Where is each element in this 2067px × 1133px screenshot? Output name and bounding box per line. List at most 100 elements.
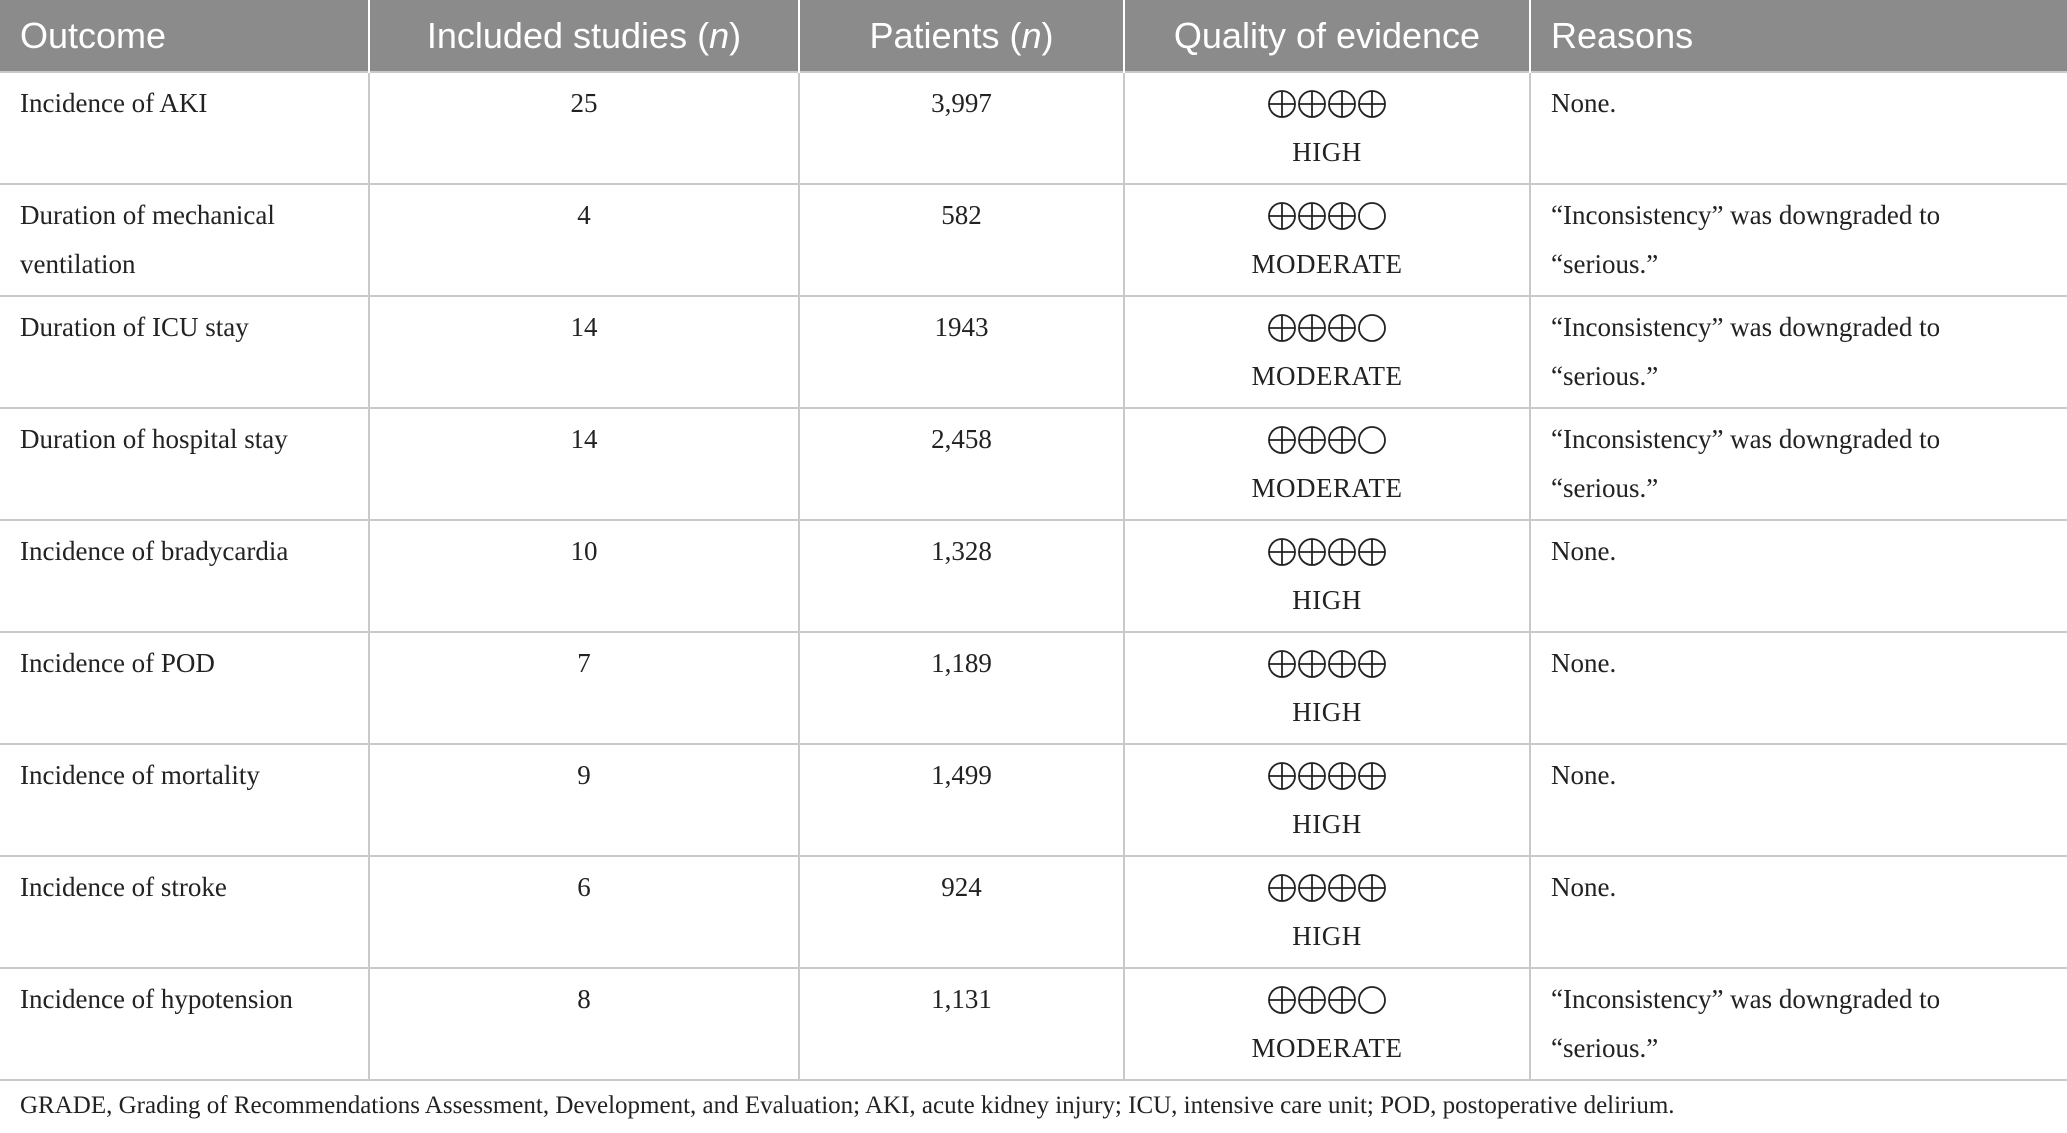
circle-plus-icon [1268, 985, 1296, 1014]
table-row: Incidence of POD 7 1,189 HIGH None. [0, 631, 2067, 744]
cell-patients: 1,189 [798, 631, 1124, 744]
header-patients-text: Patients ( [869, 14, 1022, 56]
cell-outcome: Incidence of stroke [0, 855, 369, 968]
circle-plus-icon [1268, 201, 1296, 230]
header-included-studies-close: ) [729, 14, 742, 56]
header-row: Outcome Included studies (n) Patients (n… [0, 0, 2067, 72]
cell-patients: 3,997 [798, 71, 1124, 184]
cell-patients: 1,328 [798, 519, 1124, 632]
cell-included-studies: 10 [368, 519, 799, 632]
circle-plus-icon [1328, 873, 1356, 902]
circle-plus-icon [1298, 313, 1326, 342]
circle-plus-icon [1268, 89, 1296, 118]
certainty-symbols [1145, 303, 1509, 352]
table-header: Outcome Included studies (n) Patients (n… [0, 0, 2067, 72]
cell-included-studies: 25 [368, 71, 799, 184]
circle-plus-icon [1268, 761, 1296, 790]
table-row: Incidence of bradycardia 10 1,328 HIGH None. [0, 519, 2067, 632]
empty-circle-icon [1358, 425, 1386, 454]
cell-included-studies: 8 [368, 967, 799, 1081]
cell-outcome: Duration of ICU stay [0, 295, 369, 408]
cell-quality: HIGH [1123, 631, 1530, 744]
circle-plus-icon [1298, 649, 1326, 678]
cell-quality: MODERATE [1123, 407, 1530, 520]
certainty-symbols [1145, 975, 1509, 1024]
circle-plus-icon [1298, 201, 1326, 230]
certainty-rating: MODERATE [1251, 361, 1403, 391]
cell-reasons: “Inconsistency” was downgraded to “serio… [1529, 407, 2067, 520]
cell-quality: MODERATE [1123, 183, 1530, 296]
circle-plus-icon [1268, 313, 1296, 342]
circle-plus-icon [1358, 89, 1386, 118]
cell-reasons: None. [1529, 519, 2067, 632]
circle-plus-icon [1298, 89, 1326, 118]
circle-plus-icon [1298, 537, 1326, 566]
circle-plus-icon [1328, 649, 1356, 678]
cell-outcome: Incidence of bradycardia [0, 519, 369, 632]
cell-quality: HIGH [1123, 743, 1530, 856]
certainty-symbols [1145, 751, 1509, 800]
certainty-symbols [1145, 79, 1509, 128]
header-patients-close: ) [1041, 14, 1054, 56]
cell-outcome: Incidence of mortality [0, 743, 369, 856]
cell-outcome: Incidence of hypotension [0, 967, 369, 1081]
header-included-studies-text: Included studies ( [426, 14, 710, 56]
circle-plus-icon [1328, 201, 1356, 230]
cell-included-studies: 14 [368, 295, 799, 408]
table-row: Incidence of stroke 6 924 HIGH None. [0, 855, 2067, 968]
certainty-symbols [1145, 191, 1509, 240]
cell-reasons: None. [1529, 855, 2067, 968]
header-patients: Patients (n) [798, 0, 1124, 72]
certainty-rating: HIGH [1292, 697, 1362, 727]
circle-plus-icon [1358, 873, 1386, 902]
certainty-symbols [1145, 863, 1509, 912]
cell-patients: 1,499 [798, 743, 1124, 856]
table-row: Incidence of hypotension 8 1,131 MODERATE “I… [0, 967, 2067, 1081]
table-body: Incidence of AKI 25 3,997 HIGH None. Duration… [0, 71, 2067, 1081]
circle-plus-icon [1328, 985, 1356, 1014]
empty-circle-icon [1358, 201, 1386, 230]
certainty-rating: HIGH [1292, 137, 1362, 167]
circle-plus-icon [1358, 649, 1386, 678]
cell-reasons: None. [1529, 743, 2067, 856]
header-included-studies-n: n [709, 14, 730, 56]
cell-outcome: Duration of hospital stay [0, 407, 369, 520]
grade-evidence-table: Outcome Included studies (n) Patients (n… [0, 0, 2067, 1081]
cell-reasons: “Inconsistency” was downgraded to “serio… [1529, 295, 2067, 408]
certainty-rating: HIGH [1292, 921, 1362, 951]
cell-included-studies: 14 [368, 407, 799, 520]
circle-plus-icon [1358, 537, 1386, 566]
circle-plus-icon [1328, 89, 1356, 118]
circle-plus-icon [1328, 313, 1356, 342]
certainty-rating: MODERATE [1251, 473, 1403, 503]
cell-patients: 924 [798, 855, 1124, 968]
table-row: Duration of mechanical ventilation 4 582 MO… [0, 183, 2067, 296]
circle-plus-icon [1268, 873, 1296, 902]
cell-patients: 2,458 [798, 407, 1124, 520]
certainty-rating: MODERATE [1251, 249, 1403, 279]
certainty-rating: HIGH [1292, 585, 1362, 615]
circle-plus-icon [1328, 761, 1356, 790]
empty-circle-icon [1358, 985, 1386, 1014]
cell-reasons: None. [1529, 71, 2067, 184]
cell-quality: MODERATE [1123, 967, 1530, 1081]
cell-included-studies: 7 [368, 631, 799, 744]
certainty-symbols [1145, 639, 1509, 688]
circle-plus-icon [1268, 537, 1296, 566]
certainty-rating: HIGH [1292, 809, 1362, 839]
cell-outcome: Incidence of POD [0, 631, 369, 744]
table-row: Incidence of mortality 9 1,499 HIGH None. [0, 743, 2067, 856]
table-row: Duration of ICU stay 14 1943 MODERATE “Incon… [0, 295, 2067, 408]
certainty-symbols [1145, 415, 1509, 464]
table-footnote: GRADE, Grading of Recommendations Assess… [20, 1092, 1675, 1119]
circle-plus-icon [1298, 873, 1326, 902]
header-quality: Quality of evidence [1123, 0, 1530, 72]
cell-patients: 1943 [798, 295, 1124, 408]
cell-included-studies: 9 [368, 743, 799, 856]
circle-plus-icon [1298, 985, 1326, 1014]
cell-quality: HIGH [1123, 519, 1530, 632]
circle-plus-icon [1268, 425, 1296, 454]
cell-patients: 582 [798, 183, 1124, 296]
header-patients-n: n [1021, 14, 1042, 56]
header-outcome: Outcome [20, 14, 167, 56]
